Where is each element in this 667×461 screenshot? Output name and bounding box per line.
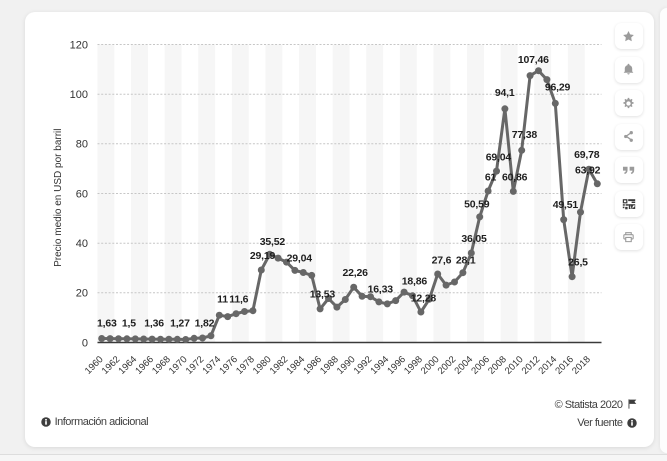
svg-text:2018: 2018 bbox=[570, 354, 593, 377]
svg-text:60,86: 60,86 bbox=[502, 172, 528, 184]
svg-text:61: 61 bbox=[485, 172, 497, 184]
svg-text:77,38: 77,38 bbox=[512, 129, 538, 141]
svg-text:96,29: 96,29 bbox=[545, 82, 571, 94]
svg-text:1,27: 1,27 bbox=[170, 318, 190, 330]
svg-text:1,63: 1,63 bbox=[97, 318, 117, 330]
svg-text:69,78: 69,78 bbox=[574, 149, 600, 161]
svg-text:1,82: 1,82 bbox=[195, 318, 215, 330]
svg-text:35,52: 35,52 bbox=[260, 236, 286, 248]
svg-text:16,33: 16,33 bbox=[368, 283, 394, 295]
svg-text:49,51: 49,51 bbox=[553, 199, 579, 211]
svg-text:Precio medio en USD por barril: Precio medio en USD por barril bbox=[53, 129, 64, 267]
svg-text:100: 100 bbox=[70, 89, 88, 101]
svg-text:18,86: 18,86 bbox=[402, 276, 428, 288]
svg-text:69,04: 69,04 bbox=[486, 152, 512, 164]
svg-text:36,05: 36,05 bbox=[461, 233, 487, 245]
svg-text:11: 11 bbox=[217, 294, 228, 306]
svg-text:28,1: 28,1 bbox=[456, 255, 476, 267]
svg-text:20: 20 bbox=[76, 288, 88, 300]
svg-text:26,5: 26,5 bbox=[568, 257, 588, 269]
svg-text:40: 40 bbox=[76, 238, 88, 250]
svg-text:94,1: 94,1 bbox=[495, 87, 515, 99]
svg-text:11,6: 11,6 bbox=[229, 294, 248, 306]
svg-text:60: 60 bbox=[76, 188, 88, 200]
svg-text:1,36: 1,36 bbox=[144, 318, 164, 330]
svg-text:120: 120 bbox=[70, 39, 88, 51]
svg-text:29,04: 29,04 bbox=[287, 253, 313, 265]
svg-text:80: 80 bbox=[76, 139, 88, 151]
svg-text:0: 0 bbox=[82, 337, 88, 349]
svg-text:27,6: 27,6 bbox=[432, 255, 452, 267]
svg-text:50,59: 50,59 bbox=[464, 198, 490, 210]
svg-text:13,53: 13,53 bbox=[310, 289, 336, 301]
svg-text:1,5: 1,5 bbox=[122, 318, 136, 330]
svg-text:12,28: 12,28 bbox=[411, 292, 437, 304]
svg-text:29,19: 29,19 bbox=[250, 250, 276, 262]
svg-text:63,92: 63,92 bbox=[575, 164, 601, 176]
svg-text:22,26: 22,26 bbox=[342, 267, 368, 279]
svg-text:107,46: 107,46 bbox=[518, 54, 549, 66]
